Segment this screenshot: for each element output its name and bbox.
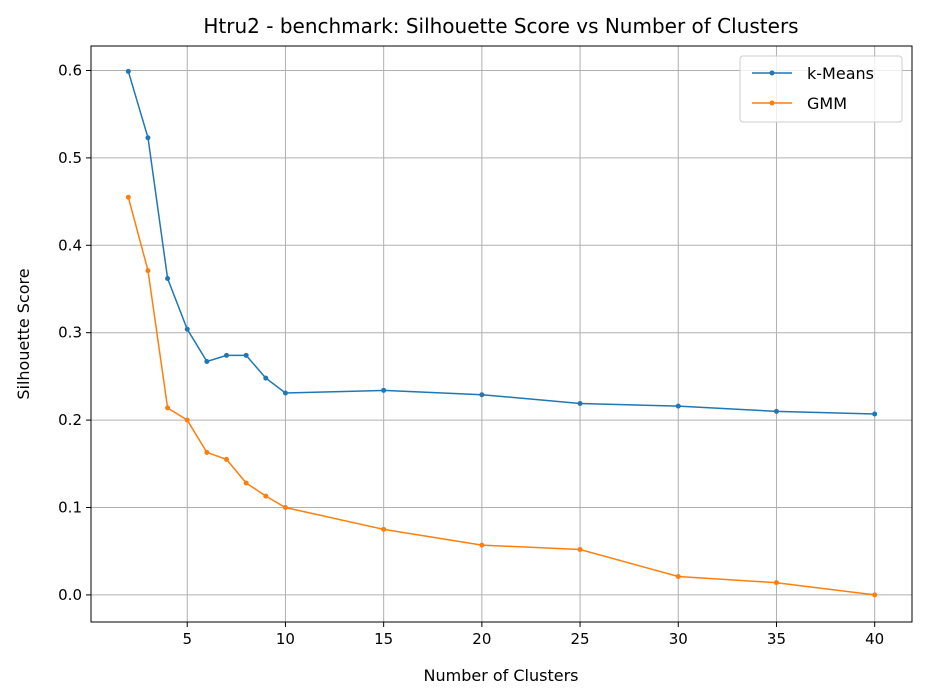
data-point — [263, 493, 269, 499]
legend-label-gmm: GMM — [807, 94, 847, 113]
data-point — [243, 352, 249, 358]
data-point — [184, 417, 190, 423]
x-tick-label: 10 — [276, 630, 295, 648]
data-point — [479, 542, 485, 548]
series-gmm — [125, 194, 878, 598]
y-axis-ticks: 0.0 0.1 0.2 0.3 0.4 0.5 0.6 — [58, 61, 91, 604]
data-point — [165, 405, 171, 411]
x-tick-label: 20 — [472, 630, 491, 648]
data-point — [145, 268, 151, 274]
legend-marker-kmeans — [769, 70, 775, 76]
x-axis-label: Number of Clusters — [424, 666, 579, 685]
data-point — [577, 400, 583, 406]
x-tick-label: 15 — [374, 630, 393, 648]
x-tick-label: 30 — [669, 630, 688, 648]
data-point — [224, 352, 230, 358]
data-point — [204, 359, 210, 365]
data-point — [165, 275, 171, 281]
data-point — [381, 526, 387, 532]
x-tick-label: 40 — [865, 630, 884, 648]
data-point — [125, 68, 131, 74]
data-point — [184, 326, 190, 332]
data-point — [577, 546, 583, 552]
y-tick-label: 0.1 — [58, 498, 82, 516]
y-tick-label: 0.4 — [58, 236, 82, 254]
data-point — [224, 456, 230, 462]
y-tick-label: 0.3 — [58, 324, 82, 342]
legend-marker-gmm — [769, 100, 775, 106]
grid — [91, 46, 912, 622]
chart-title: Htru2 - benchmark: Silhouette Score vs N… — [203, 14, 798, 38]
data-point — [282, 504, 288, 510]
series-k-means — [125, 68, 878, 417]
y-axis-label: Silhouette Score — [14, 268, 33, 399]
x-tick-label: 35 — [767, 630, 786, 648]
data-point — [243, 480, 249, 486]
y-tick-label: 0.5 — [58, 149, 82, 167]
x-tick-label: 25 — [571, 630, 590, 648]
x-axis-ticks: 5 10 15 20 25 30 35 40 — [182, 622, 884, 648]
data-point — [125, 194, 131, 200]
data-point — [263, 375, 269, 381]
x-tick-label: 5 — [182, 630, 192, 648]
y-tick-label: 0.0 — [58, 586, 82, 604]
plot-frame — [90, 45, 913, 623]
series-layer — [125, 68, 878, 598]
y-tick-label: 0.6 — [58, 61, 82, 79]
data-point — [872, 411, 878, 417]
data-point — [675, 403, 681, 409]
legend: k-Means GMM — [739, 55, 903, 123]
data-point — [773, 580, 779, 586]
data-point — [479, 392, 485, 398]
legend-label-kmeans: k-Means — [807, 64, 874, 83]
data-point — [282, 390, 288, 396]
data-point — [773, 408, 779, 414]
data-point — [145, 135, 151, 141]
data-point — [381, 387, 387, 393]
data-point — [675, 574, 681, 580]
data-point — [872, 592, 878, 598]
data-point — [204, 449, 210, 455]
y-tick-label: 0.2 — [58, 411, 82, 429]
